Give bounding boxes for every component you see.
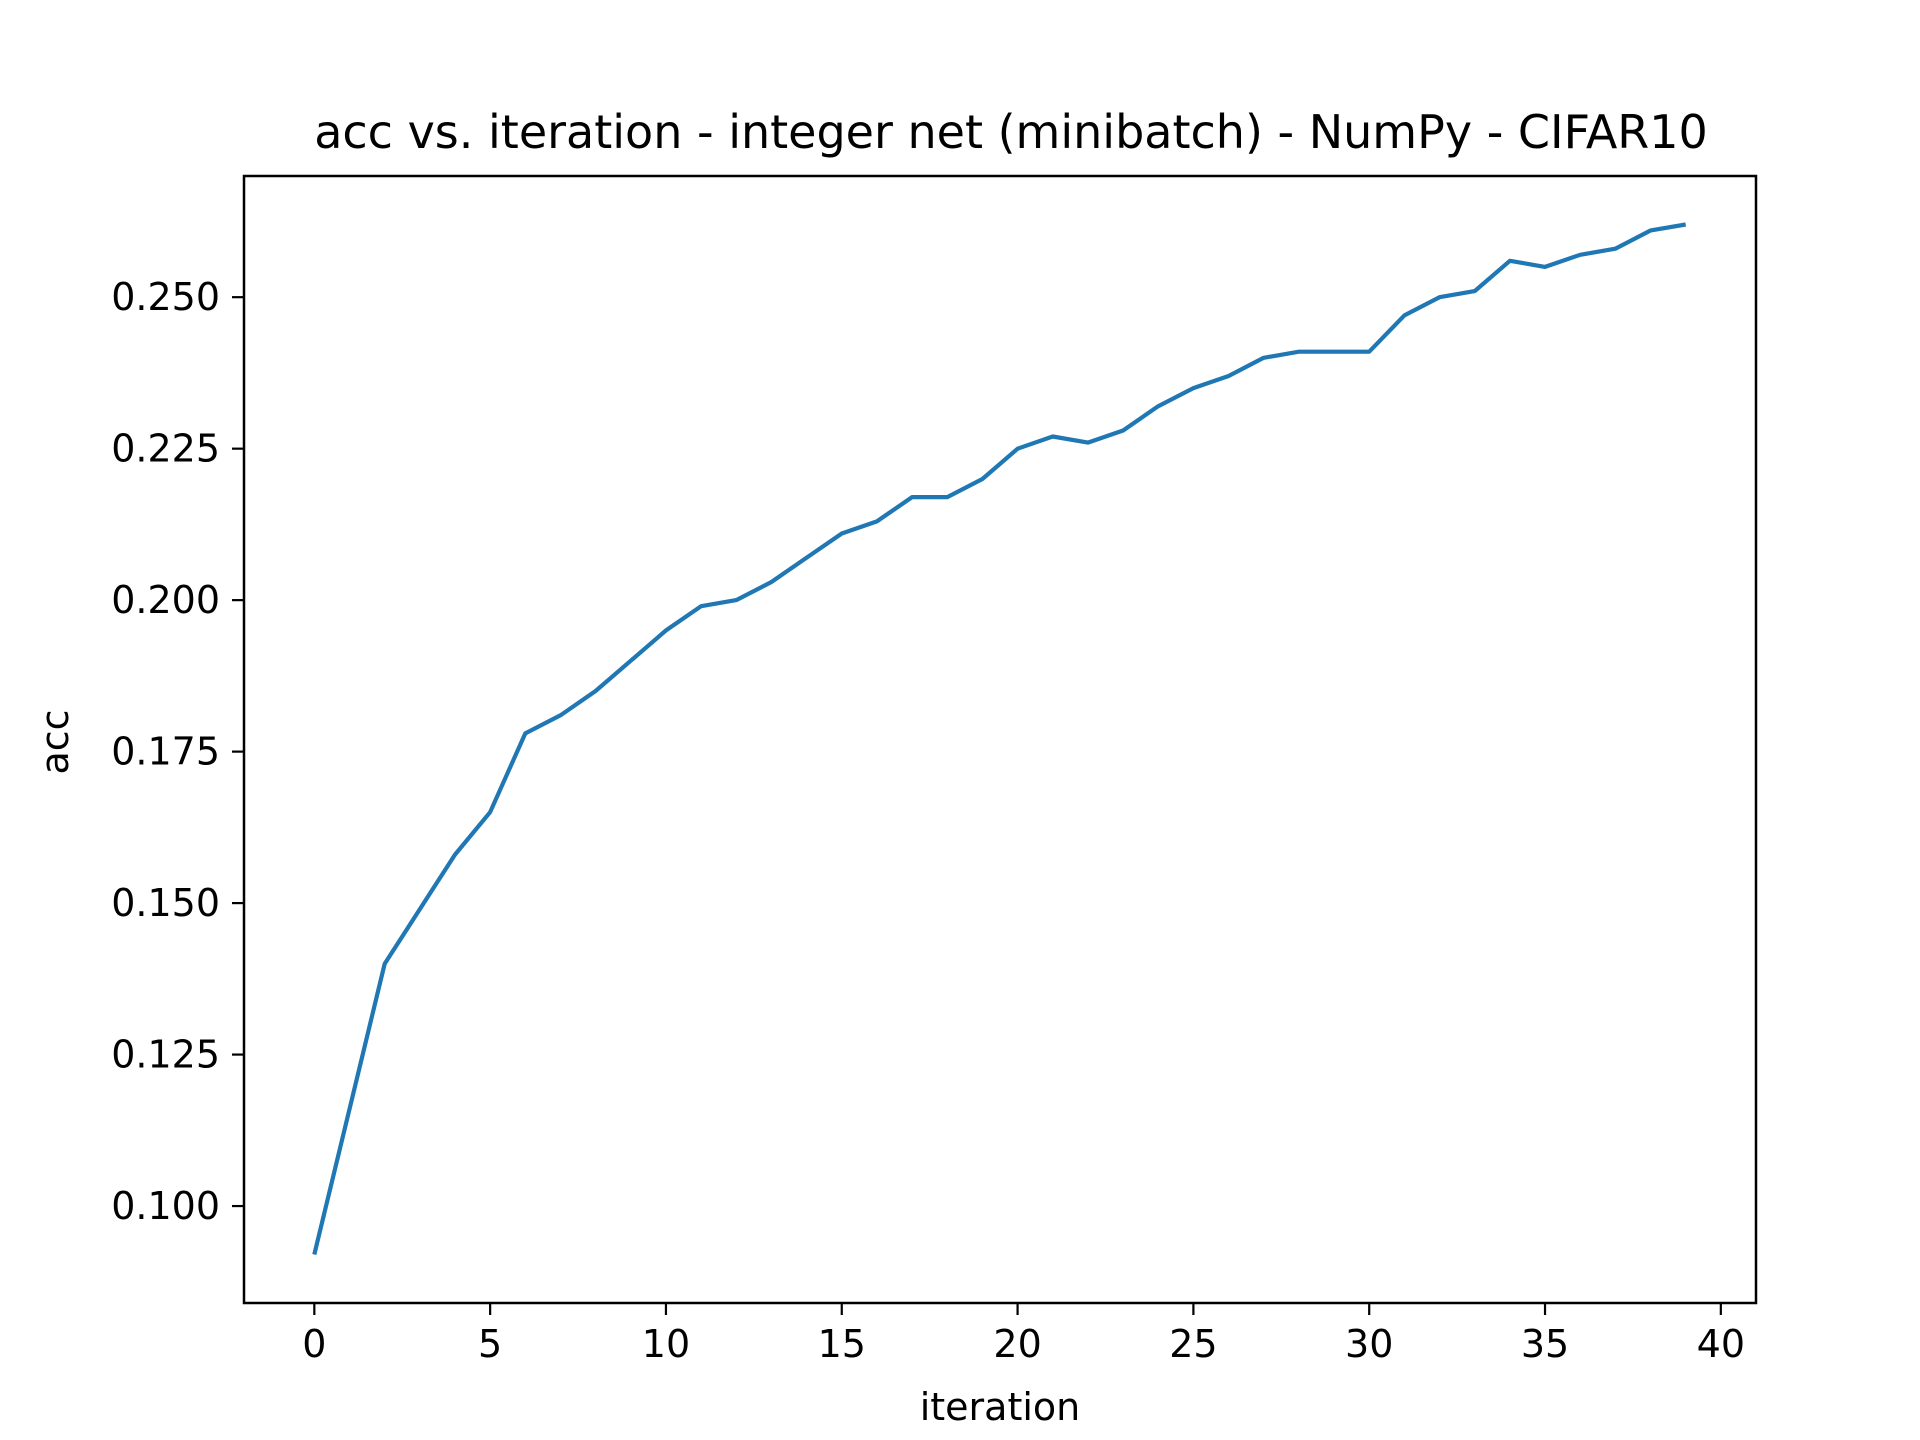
y-tick-label: 0.225	[111, 427, 220, 471]
y-tick-label: 0.250	[111, 275, 220, 319]
x-axis-label: iteration	[920, 1385, 1081, 1429]
y-tick-label: 0.100	[111, 1184, 220, 1228]
x-tick-label: 30	[1345, 1322, 1393, 1366]
y-axis: 0.100 0.125 0.150 0.175 0.200 0.225 0.250	[111, 275, 244, 1228]
y-tick-label: 0.175	[111, 730, 220, 774]
x-tick-label: 15	[818, 1322, 866, 1366]
chart-title: acc vs. iteration - integer net (minibat…	[314, 105, 1708, 159]
y-axis-label: acc	[33, 709, 77, 774]
x-tick-label: 20	[993, 1322, 1041, 1366]
y-tick-label: 0.125	[111, 1033, 220, 1077]
x-tick-label: 10	[642, 1322, 690, 1366]
x-tick-label: 5	[478, 1322, 502, 1366]
plot-frame	[242, 174, 1758, 1305]
y-tick-label: 0.200	[111, 578, 220, 622]
series-line	[312, 222, 1687, 1255]
x-tick-label: 35	[1521, 1322, 1569, 1366]
x-tick-label: 40	[1697, 1322, 1745, 1366]
x-axis: 0 5 10 15 20 25 30 35 40	[302, 1303, 1745, 1366]
x-tick-label: 25	[1169, 1322, 1217, 1366]
x-tick-label: 0	[302, 1322, 326, 1366]
y-tick-label: 0.150	[111, 881, 220, 925]
series-layer	[312, 222, 1687, 1255]
